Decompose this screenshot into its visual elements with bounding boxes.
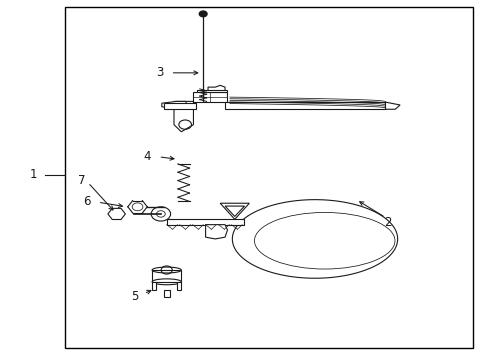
Polygon shape (166, 219, 244, 225)
Polygon shape (152, 282, 156, 290)
Text: 7: 7 (78, 174, 85, 186)
Polygon shape (385, 102, 399, 109)
Polygon shape (224, 206, 244, 216)
Polygon shape (164, 103, 196, 109)
Text: 4: 4 (143, 150, 151, 163)
Polygon shape (152, 270, 181, 282)
Text: 3: 3 (155, 66, 163, 79)
Polygon shape (174, 102, 193, 132)
Polygon shape (108, 208, 125, 220)
Polygon shape (207, 85, 224, 92)
Polygon shape (162, 102, 186, 109)
Polygon shape (224, 102, 385, 109)
Polygon shape (205, 225, 227, 239)
Text: 6: 6 (82, 195, 90, 208)
Text: 1: 1 (29, 168, 37, 181)
Polygon shape (220, 203, 249, 219)
Polygon shape (177, 282, 181, 290)
Bar (64, 7, 472, 348)
Circle shape (199, 11, 206, 17)
Polygon shape (197, 90, 227, 92)
Polygon shape (163, 290, 169, 297)
Text: 2: 2 (384, 216, 391, 229)
Polygon shape (193, 92, 227, 102)
Polygon shape (232, 200, 397, 278)
Text: 5: 5 (131, 289, 139, 303)
